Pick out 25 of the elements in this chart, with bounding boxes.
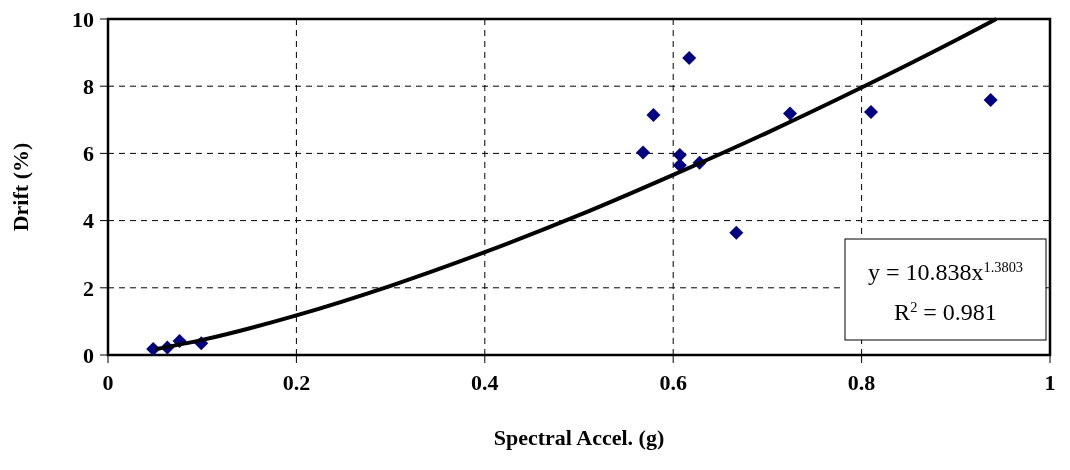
y-tick-label: 4 bbox=[83, 208, 94, 234]
annotation: R$^{2}$ = 0.981 bbox=[894, 299, 997, 325]
point bbox=[646, 108, 661, 123]
point bbox=[682, 50, 697, 65]
x-tick-label: 1 bbox=[1044, 370, 1056, 395]
y-tick-label: 6 bbox=[83, 141, 94, 167]
point bbox=[672, 158, 687, 173]
point bbox=[983, 92, 998, 107]
annotation: y = 10.838x$^{1.3803}$ bbox=[867, 259, 1024, 285]
point bbox=[783, 106, 798, 121]
point bbox=[636, 145, 651, 160]
x-tick-label: 0.8 bbox=[847, 370, 876, 395]
x-axis-title: Spectral Accel. (g) bbox=[493, 425, 665, 450]
point bbox=[729, 225, 744, 240]
x-tick-label: 0.2 bbox=[282, 370, 311, 395]
y-tick-label: 2 bbox=[83, 275, 94, 301]
y-tick-label: 8 bbox=[83, 73, 94, 99]
x-tick-label: 0.4 bbox=[471, 370, 499, 395]
point bbox=[672, 148, 687, 163]
y-axis-title: Drift (%) bbox=[8, 142, 33, 232]
x-tick-label: 0 bbox=[102, 370, 114, 395]
y-tick-label: 10 bbox=[72, 6, 94, 32]
point bbox=[864, 105, 879, 120]
y-tick-label: 0 bbox=[83, 342, 94, 368]
x-tick-label: 0.6 bbox=[659, 370, 687, 395]
